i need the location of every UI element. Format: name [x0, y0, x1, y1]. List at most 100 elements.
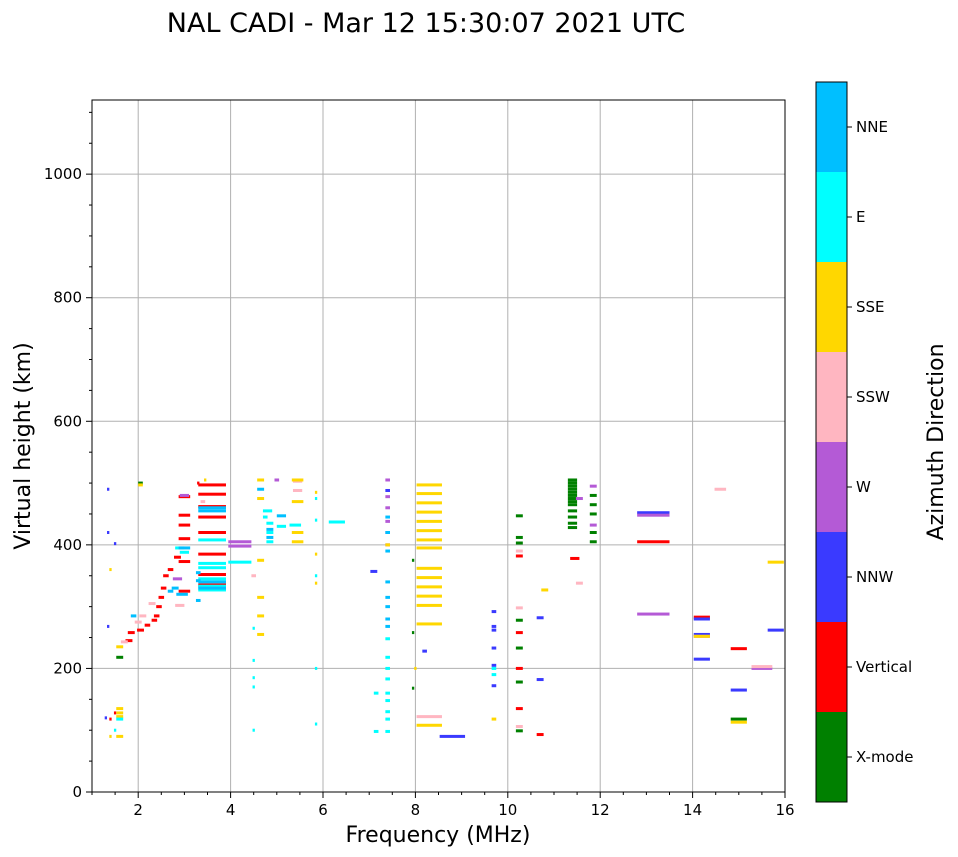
echo-mark [228, 544, 252, 548]
echo-mark [385, 488, 390, 492]
echo-mark [257, 595, 265, 599]
echo-mark [195, 571, 201, 575]
echo-mark [172, 577, 183, 581]
echo-mark [385, 637, 390, 641]
colorbar-swatch [816, 352, 847, 442]
echo-mark [107, 531, 110, 534]
echo-mark [328, 520, 345, 524]
echo-mark [567, 509, 578, 513]
echo-mark [107, 624, 110, 628]
echo-mark [515, 631, 523, 635]
echo-mark [491, 663, 497, 667]
echo-mark [109, 717, 112, 721]
series-w [172, 478, 773, 670]
echo-mark [515, 707, 523, 711]
echo-mark [113, 728, 117, 732]
echo-mark [113, 542, 117, 546]
echo-mark [567, 497, 578, 501]
echo-mark [541, 588, 549, 592]
y-axis-label: Virtual height (km) [11, 342, 36, 549]
echo-mark [266, 540, 274, 544]
echo-mark [416, 510, 442, 514]
echo-mark [637, 540, 670, 544]
colorbar-swatch [816, 442, 847, 532]
colorbar-swatch [816, 622, 847, 712]
echo-mark [567, 493, 578, 497]
colorbar-swatch [816, 712, 847, 802]
echo-mark [116, 655, 124, 659]
colorbar-tick-label: W [856, 478, 871, 496]
series-nne [130, 487, 390, 628]
x-tick-label: 6 [318, 801, 328, 819]
echo-mark [257, 487, 265, 491]
echo-mark [252, 626, 255, 630]
echo-mark [178, 589, 191, 593]
echo-mark [153, 614, 160, 618]
echo-mark [515, 549, 523, 553]
echo-mark [228, 560, 252, 564]
echo-mark [252, 728, 255, 732]
echo-mark [589, 523, 597, 527]
echo-mark [257, 497, 265, 501]
echo-mark [385, 478, 390, 482]
series-x-mode [116, 478, 747, 733]
echo-mark [178, 546, 191, 550]
echo-mark [693, 632, 710, 636]
echo-mark [266, 521, 274, 525]
echo-mark [109, 568, 112, 572]
echo-mark [637, 513, 670, 517]
echo-mark [198, 561, 226, 565]
echo-mark [160, 586, 167, 590]
colorbar-tick-label: NNW [856, 568, 893, 586]
echo-mark [197, 481, 200, 485]
echo-mark [116, 645, 124, 649]
echo-mark [385, 699, 390, 703]
echo-mark [416, 538, 442, 542]
echo-mark [491, 717, 497, 721]
echo-mark [198, 552, 226, 556]
echo-mark [144, 623, 151, 627]
series-nnw [104, 487, 784, 738]
echo-mark [693, 617, 710, 621]
echo-mark [178, 537, 191, 541]
echo-mark [385, 506, 390, 510]
echo-mark [411, 686, 415, 690]
chart-title: NAL CADI - Mar 12 15:30:07 2021 UTC [167, 8, 685, 39]
echo-mark [314, 574, 318, 578]
echo-mark [266, 531, 274, 534]
echo-mark [515, 729, 523, 733]
echo-mark [370, 569, 378, 573]
echo-mark [567, 503, 578, 507]
colorbar-tick-label: E [856, 208, 865, 226]
echo-mark [385, 543, 390, 547]
echo-mark [163, 574, 169, 578]
echo-mark [439, 734, 466, 738]
echo-mark [385, 717, 390, 721]
echo-mark [515, 680, 523, 684]
echo-mark [693, 657, 710, 661]
echo-mark [252, 658, 255, 662]
echo-mark [589, 493, 597, 497]
echo-mark [385, 729, 390, 733]
echo-mark [257, 632, 265, 636]
echo-mark [385, 691, 390, 695]
x-tick-label: 8 [411, 801, 421, 819]
echo-mark [314, 518, 318, 522]
echo-mark [266, 527, 274, 531]
echo-mark [575, 497, 583, 501]
echo-mark [127, 631, 135, 635]
echo-mark [570, 556, 580, 560]
y-tick-label: 400 [53, 536, 82, 554]
echo-mark [107, 487, 110, 491]
colorbar-tick-label: Vertical [856, 658, 912, 676]
echo-mark [567, 515, 578, 519]
echo-mark [289, 523, 302, 527]
echo-mark [116, 707, 124, 711]
colorbar-label: Azimuth Direction [924, 343, 949, 540]
echo-mark [274, 478, 280, 482]
colorbar-swatch [816, 532, 847, 622]
echo-mark [730, 647, 747, 651]
y-tick-label: 800 [53, 289, 82, 307]
echo-mark [291, 478, 304, 482]
echo-mark [198, 492, 226, 496]
